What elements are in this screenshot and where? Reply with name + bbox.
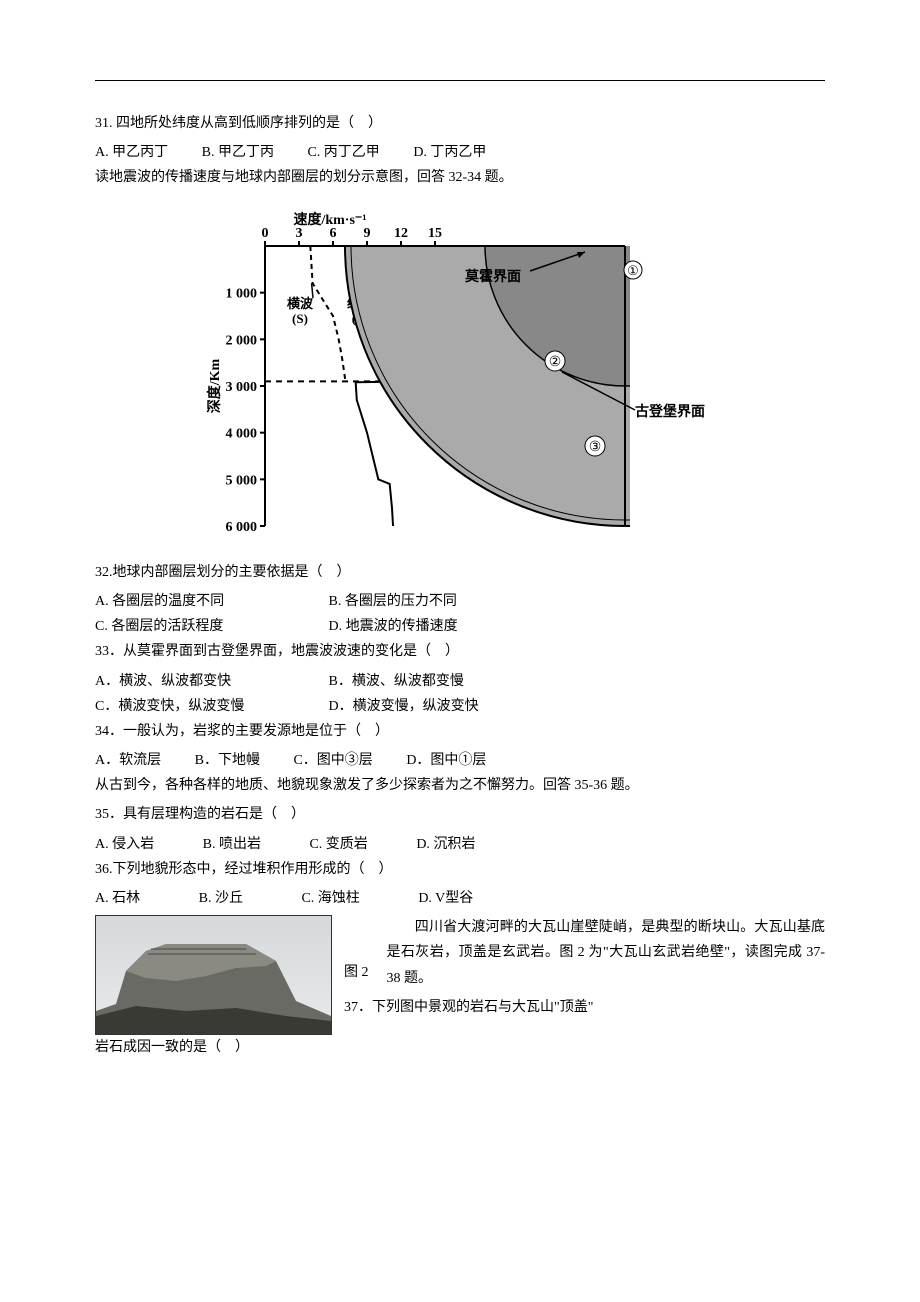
q35-opt-b: B. 喷出岩 — [203, 832, 261, 857]
q32-opt-b: B. 各圈层的压力不同 — [329, 589, 457, 614]
question-31-text: 31. 四地所处纬度从高到低顺序排列的是（ ） — [95, 116, 382, 131]
svg-text:1 000: 1 000 — [226, 286, 258, 301]
svg-text:0: 0 — [262, 226, 269, 241]
intro-35-36: 从古到今，各种各样的地质、地貌现象激发了多少探索者为之不懈努力。回答 35-36… — [95, 773, 825, 798]
page-top-rule — [95, 80, 825, 81]
question-37-tail: 岩石成因一致的是（ ） — [95, 1035, 825, 1060]
question-31: 31. 四地所处纬度从高到低顺序排列的是（ ） — [95, 111, 825, 136]
q35-opt-a: A. 侵入岩 — [95, 832, 154, 857]
figure-2-label: 图 2 — [344, 960, 369, 985]
q35-opt-c: C. 变质岩 — [309, 832, 367, 857]
svg-text:深度/Km: 深度/Km — [206, 358, 223, 413]
svg-text:6 000: 6 000 — [226, 520, 258, 535]
svg-text:15: 15 — [428, 226, 442, 241]
svg-text:6: 6 — [330, 226, 337, 241]
q35-opt-d: D. 沉积岩 — [416, 832, 475, 857]
q31-opt-c: C. 丙丁乙甲 — [307, 140, 379, 165]
q33-opt-a: A．横波、纵波都变快 — [95, 669, 295, 694]
q32-opt-a: A. 各圈层的温度不同 — [95, 589, 295, 614]
question-35-options: A. 侵入岩 B. 喷出岩 C. 变质岩 D. 沉积岩 — [95, 832, 825, 857]
svg-text:①: ① — [627, 263, 639, 278]
svg-text:莫霍界面: 莫霍界面 — [464, 268, 521, 285]
question-36-text: 36.下列地貌形态中，经过堆积作用形成的（ ） — [95, 857, 825, 882]
svg-text:古登堡界面: 古登堡界面 — [635, 403, 705, 420]
figure-2-photo — [95, 915, 332, 1035]
q32-opt-c: C. 各圈层的活跃程度 — [95, 614, 295, 639]
q31-opt-d: D. 丁丙乙甲 — [413, 140, 486, 165]
svg-text:9: 9 — [364, 226, 371, 241]
q36-opt-a: A. 石林 — [95, 886, 140, 911]
svg-text:2 000: 2 000 — [226, 333, 258, 348]
svg-text:③: ③ — [589, 440, 602, 455]
question-33-text: 33．从莫霍界面到古登堡界面，地震波波速的变化是（ ） — [95, 639, 825, 664]
seismic-chart: 速度/km·s⁻¹036912151 0002 0003 0004 0005 0… — [95, 206, 825, 545]
q34-opt-d: D．图中①层 — [406, 748, 486, 773]
q36-opt-d: D. V型谷 — [418, 886, 473, 911]
question-32-options: A. 各圈层的温度不同 B. 各圈层的压力不同 C. 各圈层的活跃程度 D. 地… — [95, 589, 825, 639]
q36-opt-b: B. 沙丘 — [199, 886, 243, 911]
question-34-options: A．软流层 B．下地幔 C．图中③层 D．图中①层 — [95, 748, 825, 773]
question-36-options: A. 石林 B. 沙丘 C. 海蚀柱 D. V型谷 — [95, 886, 825, 911]
svg-text:4 000: 4 000 — [226, 426, 258, 441]
svg-text:(S): (S) — [292, 311, 308, 326]
question-34-text: 34．一般认为，岩浆的主要发源地是位于（ ） — [95, 719, 825, 744]
q31-opt-a: A. 甲乙丙丁 — [95, 140, 168, 165]
q31-opt-b: B. 甲乙丁丙 — [202, 140, 274, 165]
q33-opt-d: D．横波变慢，纵波变快 — [329, 694, 479, 719]
question-33-options: A．横波、纵波都变快 B．横波、纵波都变慢 C．横波变快，纵波变慢 D．横波变慢… — [95, 669, 825, 719]
q34-opt-c: C．图中③层 — [293, 748, 372, 773]
figure-2-block: 图 2 四川省大渡河畔的大瓦山崖壁陡峭，是典型的断块山。大瓦山基底是石灰岩，顶盖… — [95, 915, 825, 1035]
question-32-text: 32.地球内部圈层划分的主要依据是（ ） — [95, 560, 825, 585]
q34-opt-a: A．软流层 — [95, 748, 161, 773]
intro-32-34: 读地震波的传播速度与地球内部圈层的划分示意图，回答 32-34 题。 — [95, 165, 825, 190]
seismic-svg: 速度/km·s⁻¹036912151 0002 0003 0004 0005 0… — [205, 206, 715, 536]
q33-opt-c: C．横波变快，纵波变慢 — [95, 694, 295, 719]
question-35-text: 35．具有层理构造的岩石是（ ） — [95, 802, 825, 827]
svg-text:12: 12 — [394, 226, 408, 241]
svg-text:②: ② — [549, 355, 562, 370]
q36-opt-c: C. 海蚀柱 — [301, 886, 359, 911]
q32-opt-d: D. 地震波的传播速度 — [329, 614, 458, 639]
svg-text:5 000: 5 000 — [226, 473, 258, 488]
svg-text:3: 3 — [296, 226, 303, 241]
svg-text:横波: 横波 — [287, 296, 314, 311]
q34-opt-b: B．下地幔 — [195, 748, 260, 773]
q33-opt-b: B．横波、纵波都变慢 — [329, 669, 464, 694]
svg-text:3 000: 3 000 — [226, 380, 258, 395]
question-31-options: A. 甲乙丙丁 B. 甲乙丁丙 C. 丙丁乙甲 D. 丁丙乙甲 — [95, 140, 825, 165]
